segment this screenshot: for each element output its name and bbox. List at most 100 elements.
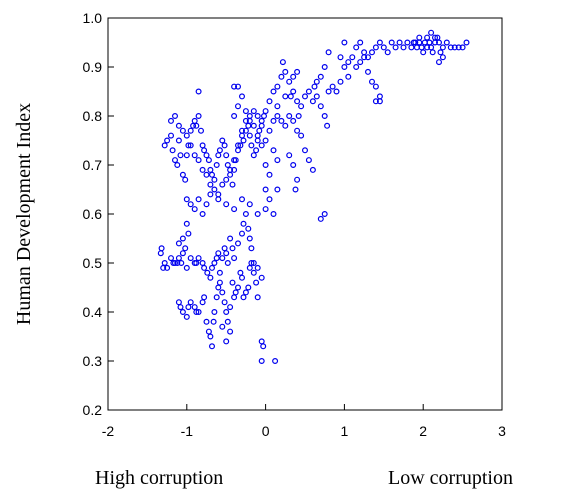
- data-point: [187, 142, 194, 149]
- data-point: [207, 191, 214, 198]
- data-point: [245, 122, 252, 129]
- data-point: [321, 112, 328, 119]
- data-point: [172, 157, 179, 164]
- data-point: [292, 186, 299, 193]
- data-point: [266, 171, 273, 178]
- data-point: [164, 264, 171, 271]
- data-point: [341, 63, 348, 70]
- data-point: [294, 176, 301, 183]
- data-point: [187, 255, 194, 262]
- data-point: [262, 108, 269, 115]
- data-point: [254, 137, 261, 144]
- data-point: [279, 59, 286, 66]
- data-point: [187, 201, 194, 208]
- data-point: [223, 176, 230, 183]
- data-point: [209, 171, 216, 178]
- data-point: [213, 255, 220, 262]
- data-point: [235, 147, 242, 154]
- data-point: [239, 127, 246, 134]
- data-point: [443, 39, 450, 46]
- data-point: [439, 54, 446, 61]
- data-point: [270, 117, 277, 124]
- data-point: [254, 132, 261, 139]
- data-point: [179, 250, 186, 257]
- data-point: [253, 279, 260, 286]
- data-point: [246, 117, 253, 124]
- data-point: [227, 304, 234, 311]
- data-point: [376, 93, 383, 100]
- data-point: [175, 255, 182, 262]
- data-point: [274, 186, 281, 193]
- data-point: [187, 127, 194, 134]
- data-point: [158, 245, 165, 252]
- data-point: [455, 44, 462, 51]
- data-point: [172, 260, 179, 267]
- data-point: [290, 73, 297, 80]
- data-point: [168, 132, 175, 139]
- data-point: [250, 269, 257, 276]
- data-point: [239, 132, 246, 139]
- data-point: [266, 196, 273, 203]
- data-point: [418, 44, 425, 51]
- data-point: [237, 269, 244, 276]
- data-point: [224, 260, 231, 267]
- data-point: [239, 93, 246, 100]
- data-point: [235, 103, 242, 110]
- data-point: [199, 260, 206, 267]
- data-point: [213, 162, 220, 169]
- data-point: [325, 49, 332, 56]
- x-tick-label: 3: [498, 423, 506, 439]
- data-point: [329, 83, 336, 90]
- data-point: [266, 127, 273, 134]
- data-point: [242, 117, 249, 124]
- data-point: [216, 269, 223, 276]
- data-point: [246, 112, 253, 119]
- data-point: [175, 122, 182, 129]
- data-point: [254, 264, 261, 271]
- data-point: [463, 39, 470, 46]
- data-point: [235, 142, 242, 149]
- data-point: [258, 117, 265, 124]
- data-point: [365, 54, 372, 61]
- data-point: [254, 294, 261, 301]
- data-point: [278, 73, 285, 80]
- data-point: [245, 284, 252, 291]
- data-point: [341, 39, 348, 46]
- data-point: [203, 201, 210, 208]
- data-point: [357, 59, 364, 66]
- data-point: [278, 117, 285, 124]
- data-point: [258, 338, 265, 345]
- data-point: [224, 162, 231, 169]
- data-point: [183, 220, 190, 227]
- data-point: [372, 83, 379, 90]
- data-point: [282, 122, 289, 129]
- data-point: [369, 78, 376, 85]
- y-tick-label: 1.0: [83, 10, 103, 26]
- data-point: [459, 44, 466, 51]
- data-point: [179, 127, 186, 134]
- data-point: [221, 299, 228, 306]
- data-point: [224, 318, 231, 325]
- data-point: [325, 88, 332, 95]
- data-point: [272, 358, 279, 365]
- data-point: [203, 171, 210, 178]
- data-point: [317, 215, 324, 222]
- data-point: [179, 235, 186, 242]
- data-point: [333, 88, 340, 95]
- data-point: [242, 127, 249, 134]
- data-point: [191, 117, 198, 124]
- data-point: [392, 44, 399, 51]
- data-point: [207, 166, 214, 173]
- data-point: [242, 289, 249, 296]
- data-point: [199, 211, 206, 218]
- data-point: [207, 333, 214, 340]
- data-point: [286, 78, 293, 85]
- data-point: [242, 108, 249, 115]
- data-point: [237, 142, 244, 149]
- data-point: [311, 83, 318, 90]
- data-point: [191, 206, 198, 213]
- data-point: [219, 289, 226, 296]
- data-point: [191, 152, 198, 159]
- data-point: [246, 201, 253, 208]
- data-point: [193, 122, 200, 129]
